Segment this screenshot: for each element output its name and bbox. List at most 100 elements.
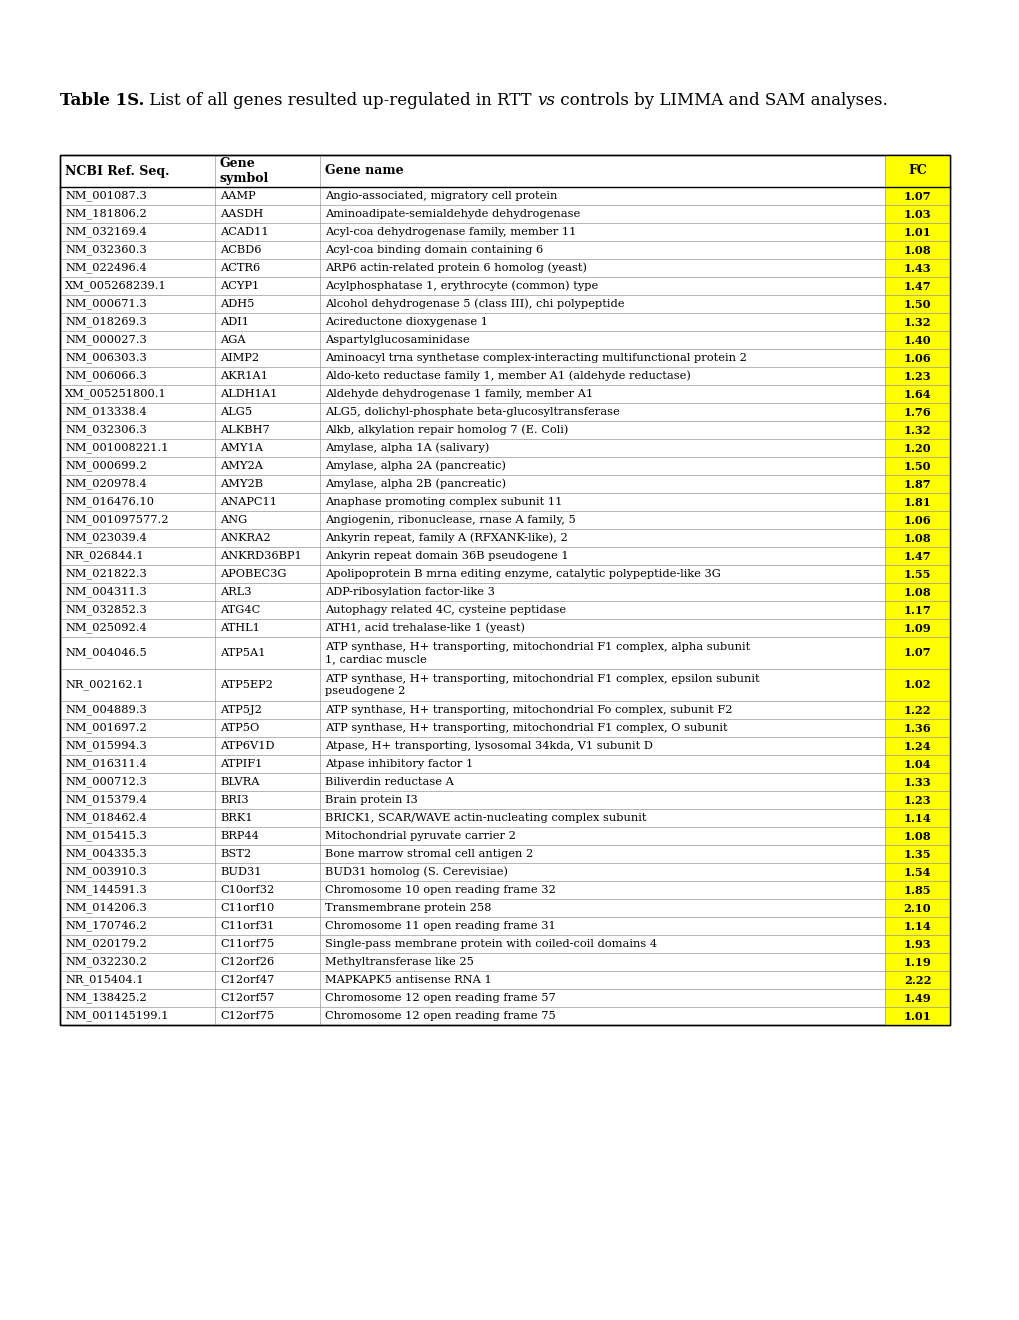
Bar — [884, 989, 949, 1007]
Text: 2.22: 2.22 — [903, 974, 930, 986]
Text: APOBEC3G: APOBEC3G — [220, 569, 286, 579]
Text: Single-pass membrane protein with coiled-coil domains 4: Single-pass membrane protein with coiled… — [325, 939, 656, 949]
Text: ATP5A1: ATP5A1 — [220, 648, 265, 657]
Text: NM_032360.3: NM_032360.3 — [65, 244, 147, 255]
Text: NM_138425.2: NM_138425.2 — [65, 993, 147, 1003]
Text: ATP6V1D: ATP6V1D — [220, 741, 274, 751]
Text: NM_015379.4: NM_015379.4 — [65, 795, 147, 805]
Text: ANAPC11: ANAPC11 — [220, 498, 277, 507]
Text: NM_018462.4: NM_018462.4 — [65, 813, 147, 824]
Text: NM_006303.3: NM_006303.3 — [65, 352, 147, 363]
Text: NM_032230.2: NM_032230.2 — [65, 957, 147, 968]
Text: NM_006066.3: NM_006066.3 — [65, 371, 147, 381]
Text: NM_022496.4: NM_022496.4 — [65, 263, 147, 273]
Text: C11orf10: C11orf10 — [220, 903, 274, 913]
Text: Transmembrane protein 258: Transmembrane protein 258 — [325, 903, 491, 913]
Text: 1.55: 1.55 — [903, 569, 930, 579]
Text: 1.08: 1.08 — [903, 532, 930, 544]
Text: ATHL1: ATHL1 — [220, 623, 260, 634]
Text: BRK1: BRK1 — [220, 813, 253, 822]
Text: Aminoadipate-semialdehyde dehydrogenase: Aminoadipate-semialdehyde dehydrogenase — [325, 209, 580, 219]
Text: ACAD11: ACAD11 — [220, 227, 268, 238]
Text: C12orf47: C12orf47 — [220, 975, 274, 985]
Text: NM_032306.3: NM_032306.3 — [65, 425, 147, 436]
Text: Ankyrin repeat, family A (RFXANK-like), 2: Ankyrin repeat, family A (RFXANK-like), … — [325, 533, 568, 544]
Text: NM_004046.5: NM_004046.5 — [65, 648, 147, 659]
Bar — [884, 492, 949, 511]
Text: AMY2B: AMY2B — [220, 479, 263, 488]
Text: AKR1A1: AKR1A1 — [220, 371, 268, 381]
Bar — [884, 457, 949, 475]
Text: 1.24: 1.24 — [903, 741, 930, 751]
Bar — [884, 546, 949, 565]
Text: AASDH: AASDH — [220, 209, 263, 219]
Text: ACBD6: ACBD6 — [220, 246, 261, 255]
Text: NR_002162.1: NR_002162.1 — [65, 680, 144, 690]
Text: Aminoacyl trna synthetase complex-interacting multifunctional protein 2: Aminoacyl trna synthetase complex-intera… — [325, 352, 746, 363]
Text: ACTR6: ACTR6 — [220, 263, 260, 273]
Text: NM_015994.3: NM_015994.3 — [65, 741, 147, 751]
Bar — [884, 701, 949, 719]
Bar — [884, 863, 949, 880]
Text: 1.81: 1.81 — [903, 496, 930, 507]
Bar — [884, 277, 949, 294]
Text: BUD31: BUD31 — [220, 867, 261, 876]
Text: Amylase, alpha 2B (pancreatic): Amylase, alpha 2B (pancreatic) — [325, 479, 505, 490]
Text: 1.87: 1.87 — [903, 479, 930, 490]
Text: Angio-associated, migratory cell protein: Angio-associated, migratory cell protein — [325, 191, 556, 201]
Text: 1.01: 1.01 — [903, 1011, 930, 1022]
Text: XM_005268239.1: XM_005268239.1 — [65, 281, 166, 292]
Text: NM_014206.3: NM_014206.3 — [65, 903, 147, 913]
Text: Gene name: Gene name — [325, 165, 404, 177]
Text: NM_020978.4: NM_020978.4 — [65, 479, 147, 490]
Text: ATG4C: ATG4C — [220, 605, 260, 615]
Bar — [884, 755, 949, 774]
Text: ALKBH7: ALKBH7 — [220, 425, 269, 436]
Text: 1.07: 1.07 — [903, 648, 930, 659]
Text: Amylase, alpha 2A (pancreatic): Amylase, alpha 2A (pancreatic) — [325, 461, 505, 471]
Text: AIMP2: AIMP2 — [220, 352, 259, 363]
Text: 1.03: 1.03 — [903, 209, 930, 219]
Text: 1.36: 1.36 — [903, 722, 930, 734]
Text: 1.02: 1.02 — [903, 680, 930, 690]
Text: Acyl-coa dehydrogenase family, member 11: Acyl-coa dehydrogenase family, member 11 — [325, 227, 576, 238]
Bar — [884, 154, 949, 187]
Bar — [884, 565, 949, 583]
Text: Chromosome 11 open reading frame 31: Chromosome 11 open reading frame 31 — [325, 921, 555, 931]
Text: 1.43: 1.43 — [903, 263, 930, 273]
Text: ALG5, dolichyl-phosphate beta-glucosyltransferase: ALG5, dolichyl-phosphate beta-glucosyltr… — [325, 407, 620, 417]
Text: BRI3: BRI3 — [220, 795, 249, 805]
Text: NCBI Ref. Seq.: NCBI Ref. Seq. — [65, 165, 169, 177]
Text: BST2: BST2 — [220, 849, 251, 859]
Text: Angiogenin, ribonuclease, rnase A family, 5: Angiogenin, ribonuclease, rnase A family… — [325, 515, 575, 525]
Bar — [884, 385, 949, 403]
Text: ANG: ANG — [220, 515, 247, 525]
Text: 1.06: 1.06 — [903, 515, 930, 525]
Text: AMY1A: AMY1A — [220, 444, 263, 453]
Text: ANKRD36BP1: ANKRD36BP1 — [220, 550, 302, 561]
Text: 1.93: 1.93 — [903, 939, 930, 949]
Text: 1.14: 1.14 — [903, 813, 930, 824]
Text: 1.22: 1.22 — [903, 705, 930, 715]
Text: AGA: AGA — [220, 335, 246, 345]
Text: Chromosome 10 open reading frame 32: Chromosome 10 open reading frame 32 — [325, 884, 555, 895]
Bar — [884, 601, 949, 619]
Text: 1.20: 1.20 — [903, 442, 930, 454]
Bar — [60, 154, 949, 1026]
Text: ATH1, acid trehalase-like 1 (yeast): ATH1, acid trehalase-like 1 (yeast) — [325, 623, 525, 634]
Bar — [884, 529, 949, 546]
Text: ADH5: ADH5 — [220, 300, 254, 309]
Bar — [884, 259, 949, 277]
Bar — [884, 313, 949, 331]
Bar — [884, 205, 949, 223]
Text: Aldehyde dehydrogenase 1 family, member A1: Aldehyde dehydrogenase 1 family, member … — [325, 389, 593, 399]
Text: 1.40: 1.40 — [903, 334, 930, 346]
Text: NM_015415.3: NM_015415.3 — [65, 830, 147, 841]
Text: 1.23: 1.23 — [903, 795, 930, 805]
Text: NM_000712.3: NM_000712.3 — [65, 776, 147, 787]
Bar — [884, 809, 949, 828]
Bar — [884, 348, 949, 367]
Text: 1.54: 1.54 — [903, 866, 930, 878]
Bar — [884, 880, 949, 899]
Text: NM_018269.3: NM_018269.3 — [65, 317, 147, 327]
